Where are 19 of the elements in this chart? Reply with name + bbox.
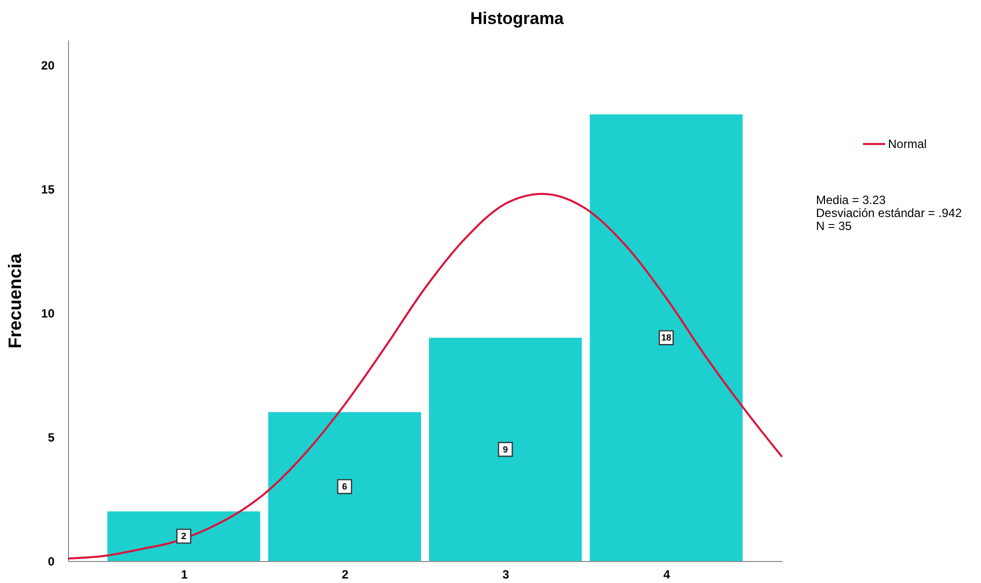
data-label: 6 xyxy=(342,482,348,492)
y-tick-label: 5 xyxy=(48,430,55,444)
y-tick-label: 15 xyxy=(41,182,55,196)
chart-title: Histograma xyxy=(470,9,564,28)
x-tick-label: 4 xyxy=(663,568,670,582)
text: N = 35 xyxy=(816,219,852,233)
text: Media = 3.23 xyxy=(816,193,886,207)
x-tick-label: 3 xyxy=(502,568,510,582)
text: Desviación estándar = .942 xyxy=(816,206,962,220)
y-tick-label: 10 xyxy=(41,306,55,320)
y-tick-label: 0 xyxy=(48,554,55,568)
x-tick-label: 2 xyxy=(342,568,349,582)
data-label: 2 xyxy=(181,531,186,542)
data-label: 9 xyxy=(502,444,508,454)
legend-label: Normal xyxy=(888,137,927,151)
data-label: 18 xyxy=(661,332,672,343)
x-tick-label: 1 xyxy=(180,568,188,582)
y-axis-title: Frecuencia xyxy=(5,252,26,349)
y-tick-label: 20 xyxy=(41,58,55,72)
